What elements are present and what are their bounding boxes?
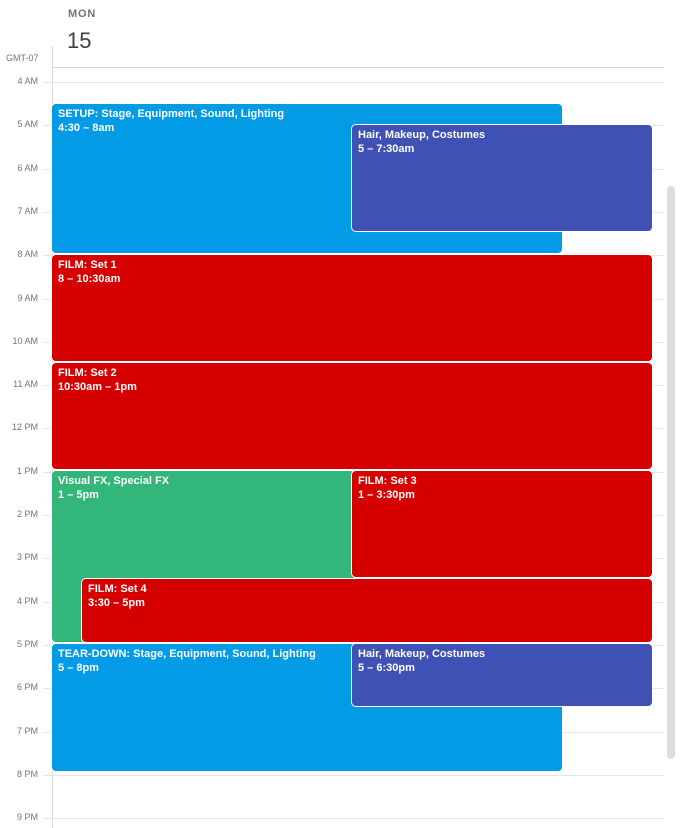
hour-label: 1 PM bbox=[16, 465, 38, 476]
hour-label: 4 PM bbox=[16, 595, 38, 606]
hour-label: 9 PM bbox=[16, 812, 38, 823]
event-time: 10:30am – 1pm bbox=[58, 381, 137, 393]
event-time: 1 – 5pm bbox=[58, 489, 99, 501]
hour-label: 2 PM bbox=[16, 509, 38, 519]
vertical-scrollbar[interactable] bbox=[667, 186, 675, 759]
calendar-event[interactable]: Hair, Makeup, Costumes 5 – 6:30pm bbox=[352, 644, 652, 706]
header-divider bbox=[52, 46, 53, 68]
hour-label: 10 AM bbox=[12, 335, 38, 346]
hour-label: 5 AM bbox=[17, 119, 38, 130]
event-time: 5 – 7:30am bbox=[358, 143, 415, 155]
hour-label: 4 AM bbox=[17, 76, 38, 86]
timezone-label: GMT-07 bbox=[6, 53, 39, 63]
day-header: MON 15 GMT-07 bbox=[0, 0, 687, 68]
event-time: 3:30 – 5pm bbox=[88, 597, 145, 609]
event-time: 5 – 6:30pm bbox=[358, 662, 415, 674]
calendar-event[interactable]: FILM: Set 1 8 – 10:30am bbox=[52, 255, 652, 361]
day-number[interactable]: 15 bbox=[67, 28, 92, 53]
event-title: FILM: Set 3 bbox=[358, 475, 417, 487]
event-title: Hair, Makeup, Costumes bbox=[358, 129, 486, 141]
hour-label: 9 AM bbox=[17, 292, 38, 303]
hour-gridline bbox=[44, 774, 664, 776]
header-bottom-border bbox=[52, 67, 664, 68]
hour-label: 7 PM bbox=[16, 725, 38, 736]
event-time: 4:30 – 8am bbox=[58, 122, 115, 134]
hour-gridline bbox=[44, 82, 664, 83]
hour-label: 5 PM bbox=[16, 638, 38, 649]
calendar-event[interactable]: Hair, Makeup, Costumes 5 – 7:30am bbox=[352, 125, 652, 231]
hour-label: 6 AM bbox=[17, 162, 38, 173]
event-title: FILM: Set 1 bbox=[58, 259, 117, 271]
hour-label: 3 PM bbox=[16, 552, 38, 563]
calendar-event[interactable]: FILM: Set 4 3:30 – 5pm bbox=[82, 579, 652, 642]
day-name: MON bbox=[68, 8, 97, 20]
event-time: 1 – 3:30pm bbox=[358, 489, 415, 501]
hour-label: 7 AM bbox=[17, 205, 38, 216]
hour-label: 11 AM bbox=[13, 379, 38, 390]
event-title: FILM: Set 2 bbox=[58, 367, 117, 379]
event-time: 5 – 8pm bbox=[58, 662, 99, 674]
event-title: SETUP: Stage, Equipment, Sound, Lighting bbox=[58, 108, 285, 120]
hour-label: 8 PM bbox=[16, 768, 38, 779]
hour-label: 8 AM bbox=[17, 249, 38, 260]
event-title: Visual FX, Special FX bbox=[58, 475, 170, 487]
event-time: 8 – 10:30am bbox=[58, 273, 121, 285]
hour-gridline bbox=[44, 818, 664, 820]
hour-label: 6 PM bbox=[16, 682, 38, 693]
event-title: Hair, Makeup, Costumes bbox=[358, 648, 486, 660]
calendar-event[interactable]: FILM: Set 3 1 – 3:30pm bbox=[352, 471, 652, 577]
hour-label: 12 PM bbox=[11, 422, 38, 433]
event-title: FILM: Set 4 bbox=[88, 583, 147, 595]
calendar-event[interactable]: FILM: Set 2 10:30am – 1pm bbox=[52, 363, 652, 469]
